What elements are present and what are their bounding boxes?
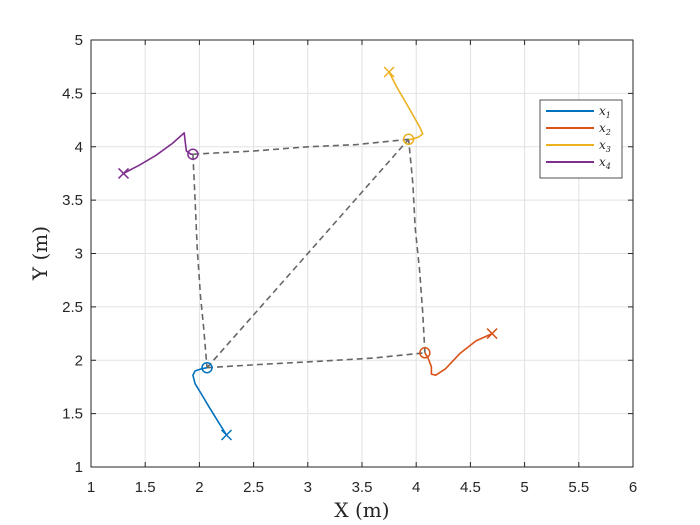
x-tick-label: 6 — [629, 479, 637, 496]
legend-subscript: 2 — [605, 128, 611, 137]
end-marker — [419, 347, 431, 359]
legend-subscript: 1 — [606, 111, 611, 120]
ticks: 1 1.5 2 2.5 3 3.5 4 4.5 5 5.5 6 1 1.5 2 2.5 3 3.5 4 4.5 5 — [62, 32, 637, 496]
series-4 — [117, 132, 199, 179]
series-line — [424, 332, 493, 376]
legend-label: x4 — [599, 155, 611, 171]
x-tick-label: 3.5 — [352, 479, 373, 496]
x-tick-label: 2 — [195, 479, 203, 496]
start-marker — [486, 328, 498, 340]
legend-subscript: 3 — [606, 145, 611, 154]
y-tick-label: 2.5 — [62, 299, 83, 316]
y-tick-label: 3 — [75, 246, 83, 263]
formation-link — [407, 139, 426, 353]
legend-subscript: 4 — [605, 162, 611, 171]
legend-box — [539, 99, 623, 179]
y-tick-label: 3.5 — [62, 192, 83, 209]
y-axis-label: Y (m) — [28, 226, 52, 281]
x-tick-label: 5 — [520, 479, 528, 496]
x-tick-label: 1.5 — [135, 479, 156, 496]
x-axis-label: X (m) — [334, 498, 389, 522]
legend-label: x1 — [599, 104, 611, 120]
series-line — [192, 366, 228, 436]
legend-label: x2 — [599, 121, 611, 137]
formation-link — [192, 154, 208, 368]
formation-link — [192, 138, 409, 155]
start-marker — [117, 167, 130, 179]
series-3 — [383, 66, 424, 146]
y-tick-label: 1 — [75, 459, 83, 476]
x-tick-label: 1 — [87, 479, 95, 496]
series-group — [117, 66, 498, 441]
y-tick-label: 2 — [75, 352, 83, 369]
formation-links — [192, 138, 426, 369]
series-line — [123, 132, 193, 175]
x-tick-label: 3 — [304, 479, 312, 496]
x-tick-label: 5.5 — [568, 479, 589, 496]
y-tick-label: 4.5 — [62, 85, 83, 102]
legend-label: x3 — [599, 138, 611, 154]
formation-link — [206, 138, 410, 369]
end-marker — [187, 148, 199, 160]
y-tick-label: 1.5 — [62, 406, 83, 423]
end-marker — [402, 133, 415, 146]
start-marker — [220, 429, 233, 441]
x-tick-label: 4.5 — [460, 479, 481, 496]
series-2 — [419, 328, 498, 376]
formation-link — [206, 352, 425, 369]
y-tick-label: 5 — [75, 32, 83, 49]
x-tick-label: 4 — [412, 479, 420, 496]
series-1 — [192, 361, 233, 441]
y-tick-label: 4 — [75, 139, 83, 156]
start-marker — [383, 66, 395, 78]
x-tick-label: 2.5 — [243, 479, 264, 496]
end-marker — [201, 361, 213, 374]
